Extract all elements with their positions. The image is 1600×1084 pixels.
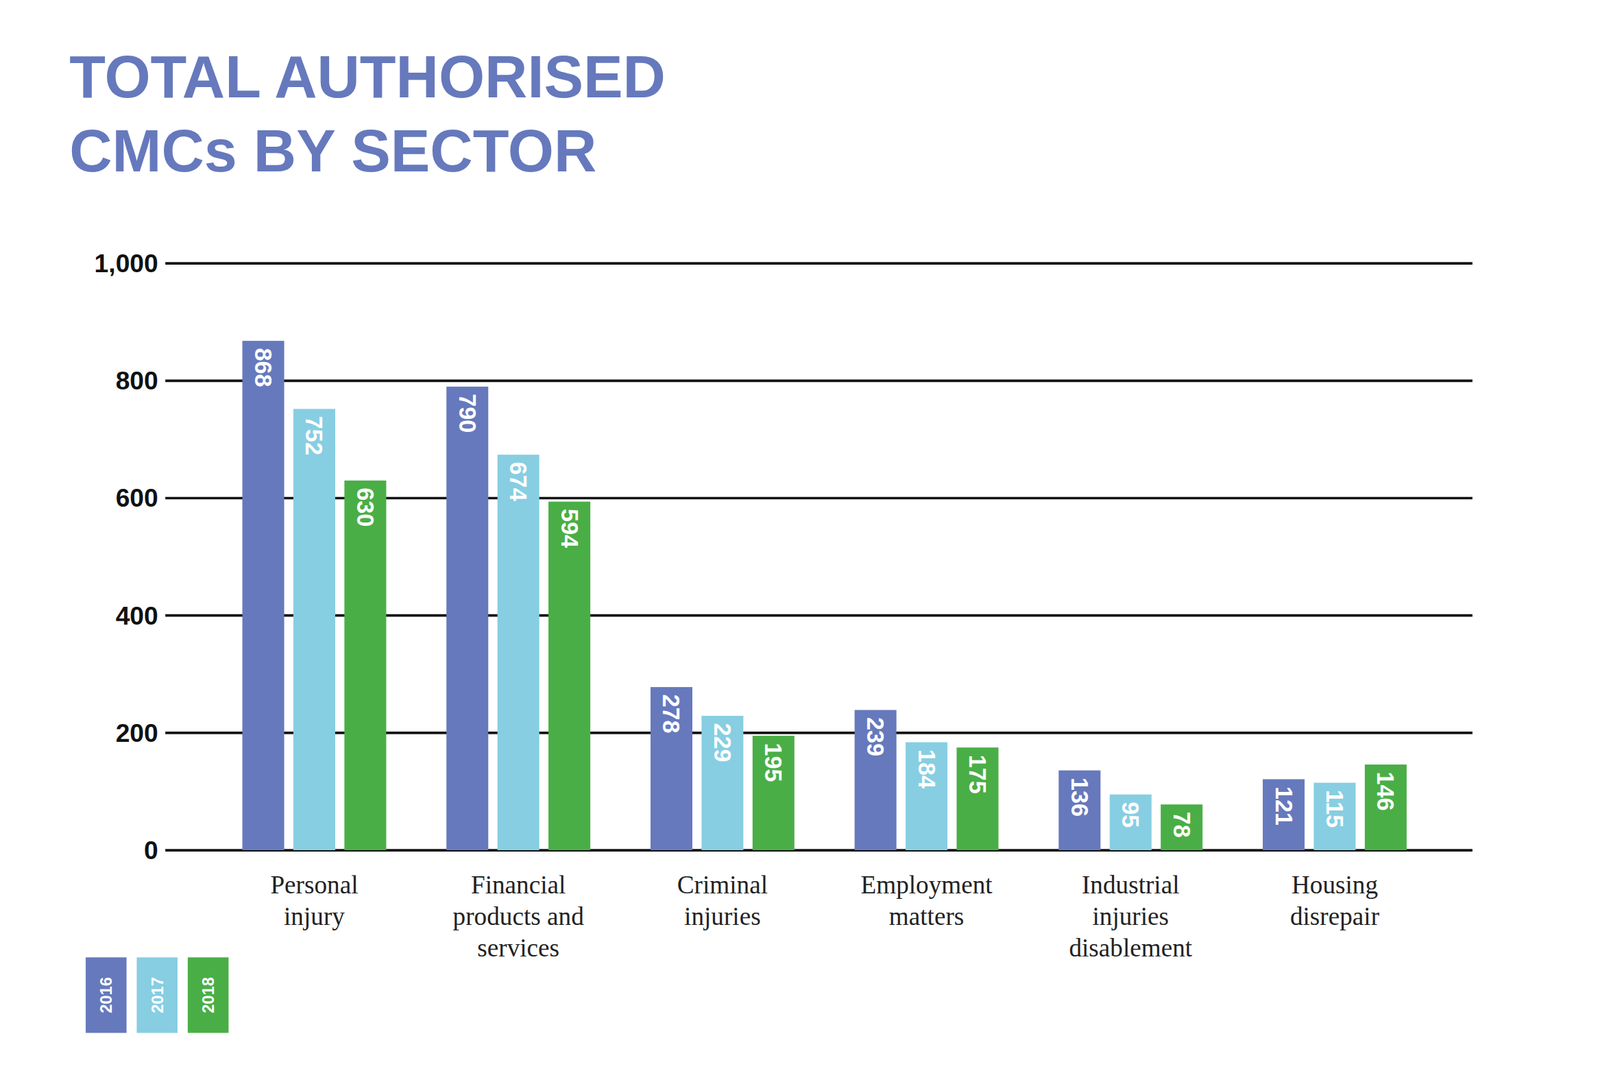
category-line: Industrial	[1081, 870, 1180, 899]
bar	[446, 386, 489, 851]
data-label: 239	[862, 717, 889, 757]
bar	[1160, 804, 1203, 851]
grid	[165, 263, 1473, 851]
y-tick-label: 400	[115, 601, 159, 630]
category-label: Financial products andservices	[453, 870, 585, 962]
y-tick-label: 0	[143, 835, 159, 865]
category-line: injury	[283, 902, 345, 931]
title-line: TOTAL AUTHORISED	[69, 43, 666, 110]
category-label: Industrial injuriesdisablement	[1068, 870, 1193, 962]
legend-swatch	[187, 956, 229, 1033]
y-tick-label: 800	[115, 366, 159, 395]
category-line: Employment	[860, 870, 993, 899]
bar	[905, 742, 948, 851]
bar	[956, 747, 999, 851]
data-label: 630	[352, 487, 379, 527]
data-label: 674	[505, 462, 532, 502]
bar	[1262, 778, 1305, 851]
title-line: CMCs BY SECTOR	[69, 117, 597, 184]
data-label: 868	[250, 348, 277, 388]
data-label: 195	[760, 743, 787, 783]
category-line: matters	[889, 902, 965, 931]
category-line: injuries	[684, 902, 761, 931]
data-label: 78	[1168, 811, 1195, 838]
data-label: 115	[1321, 789, 1348, 828]
grid-line	[165, 261, 1473, 265]
bars	[242, 340, 1407, 851]
category-line: Personal	[270, 870, 358, 899]
category-label: Employment matters	[860, 870, 993, 931]
data-label: 790	[454, 393, 481, 433]
data-label: 136	[1066, 777, 1093, 817]
bar	[701, 715, 744, 851]
bar	[1109, 794, 1152, 851]
category-line: products and	[453, 902, 585, 931]
bar	[344, 480, 386, 851]
bar	[242, 340, 285, 851]
category-label: Housing disrepair	[1290, 870, 1380, 931]
bar	[548, 501, 591, 851]
chart: TOTAL AUTHORISED CMCs BY SECTOR 0 200 400 600…	[0, 0, 1600, 1084]
bar	[293, 408, 336, 851]
bar	[650, 686, 693, 851]
category-line: Criminal	[677, 870, 768, 899]
legend-label: 2018	[198, 976, 218, 1014]
data-label: 594	[556, 508, 583, 548]
bar	[752, 735, 795, 851]
y-tick-label: 200	[115, 718, 159, 748]
category-line: disrepair	[1290, 902, 1380, 931]
legend-label: 2017	[148, 976, 167, 1014]
category-line: services	[477, 933, 560, 962]
data-label: 95	[1117, 801, 1144, 828]
bar	[854, 709, 897, 851]
category-line: Financial	[470, 870, 566, 899]
legend-swatch	[136, 956, 178, 1033]
bar	[1364, 764, 1407, 851]
data-label: 752	[300, 416, 327, 456]
data-label: 278	[658, 694, 685, 734]
legend: 2016 2017 2018	[85, 956, 229, 1033]
category-line: injuries	[1092, 902, 1169, 931]
data-label: 184	[913, 749, 940, 789]
grid-line	[165, 379, 1473, 382]
category-label: Personal injury	[270, 870, 358, 931]
y-tick-label: 600	[115, 483, 159, 513]
title: TOTAL AUTHORISED CMCs BY SECTOR	[69, 43, 666, 185]
data-label: 146	[1372, 771, 1399, 811]
bar	[1313, 782, 1356, 851]
category-line: Housing	[1291, 870, 1378, 899]
legend-swatch	[85, 956, 127, 1033]
legend-label: 2016	[96, 976, 116, 1014]
category-label: Criminal injuries	[677, 870, 768, 931]
data-label: 175	[964, 754, 991, 794]
y-tick-label: 1,000	[94, 248, 159, 278]
data-label: 121	[1270, 786, 1298, 826]
bar	[1058, 770, 1101, 851]
data-labels: 868 790 278 239 136 121 752 674 229 184 95 115 630 59…	[250, 348, 1399, 838]
bar	[497, 454, 540, 851]
category-line: disablement	[1068, 933, 1193, 962]
data-label: 229	[709, 722, 736, 762]
